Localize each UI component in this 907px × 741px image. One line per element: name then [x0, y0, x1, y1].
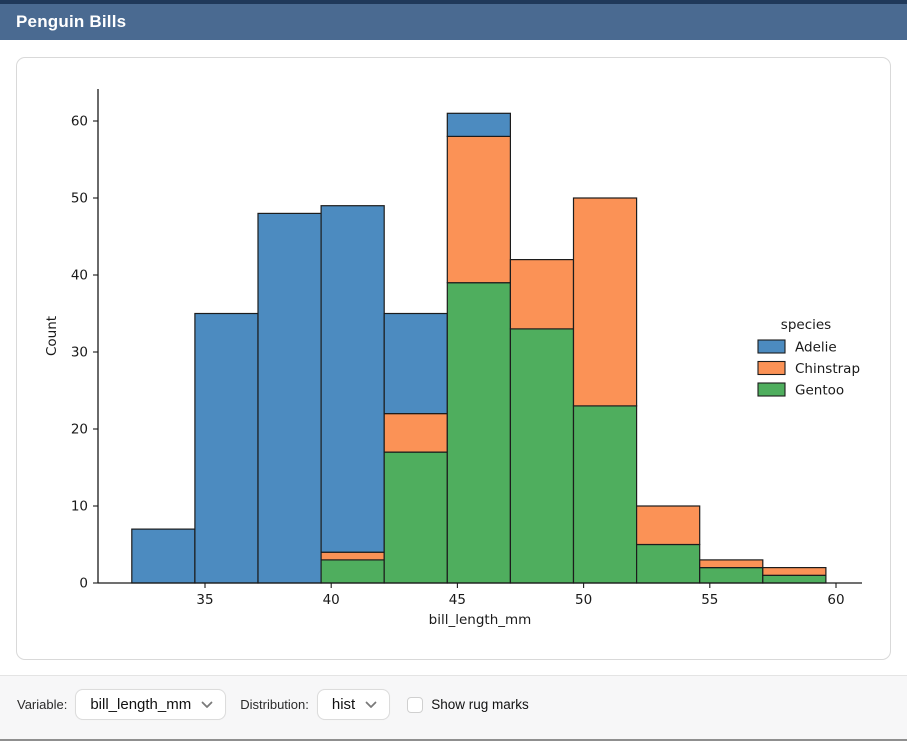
title-bar: Penguin Bills	[0, 0, 907, 40]
variable-select-value: bill_length_mm	[90, 696, 192, 713]
svg-text:bill_length_mm: bill_length_mm	[429, 612, 532, 628]
svg-text:0: 0	[79, 576, 88, 592]
distribution-label: Distribution:	[240, 697, 309, 712]
svg-text:60: 60	[827, 592, 844, 608]
svg-text:species: species	[781, 317, 831, 333]
svg-text:Count: Count	[44, 316, 60, 356]
svg-text:30: 30	[71, 345, 88, 361]
chevron-down-icon	[201, 701, 213, 708]
distribution-select-value: hist	[331, 696, 356, 713]
svg-text:60: 60	[71, 114, 88, 130]
svg-text:35: 35	[196, 592, 213, 608]
svg-text:20: 20	[71, 422, 88, 438]
chart-card: 35 40 45 50 55 60 0 10 20 30 40 50 60 bill_length_mm C…	[16, 57, 891, 660]
variable-select[interactable]: bill_length_mm	[75, 689, 227, 720]
distribution-select[interactable]: hist	[316, 689, 391, 720]
show-rug-label: Show rug marks	[431, 697, 529, 712]
svg-text:50: 50	[575, 592, 592, 608]
svg-text:Gentoo: Gentoo	[795, 383, 844, 399]
histogram-chart: 35 40 45 50 55 60 0 10 20 30 40 50 60 bill_length_mm C…	[44, 89, 862, 628]
chevron-down-icon	[365, 701, 377, 708]
svg-text:40: 40	[323, 592, 340, 608]
svg-text:50: 50	[71, 191, 88, 207]
show-rug-checkbox[interactable]	[407, 696, 424, 713]
svg-text:10: 10	[71, 499, 88, 515]
controls-bar: Variable: bill_length_mm Distribution: h…	[0, 675, 907, 741]
svg-text:55: 55	[701, 592, 718, 608]
show-rug-checkbox-row[interactable]: Show rug marks	[407, 696, 529, 713]
page-title: Penguin Bills	[16, 12, 127, 31]
svg-text:40: 40	[71, 268, 88, 284]
variable-label: Variable:	[17, 697, 68, 712]
svg-text:Adelie: Adelie	[795, 340, 837, 356]
svg-text:45: 45	[449, 592, 466, 608]
svg-text:Chinstrap: Chinstrap	[795, 361, 860, 377]
